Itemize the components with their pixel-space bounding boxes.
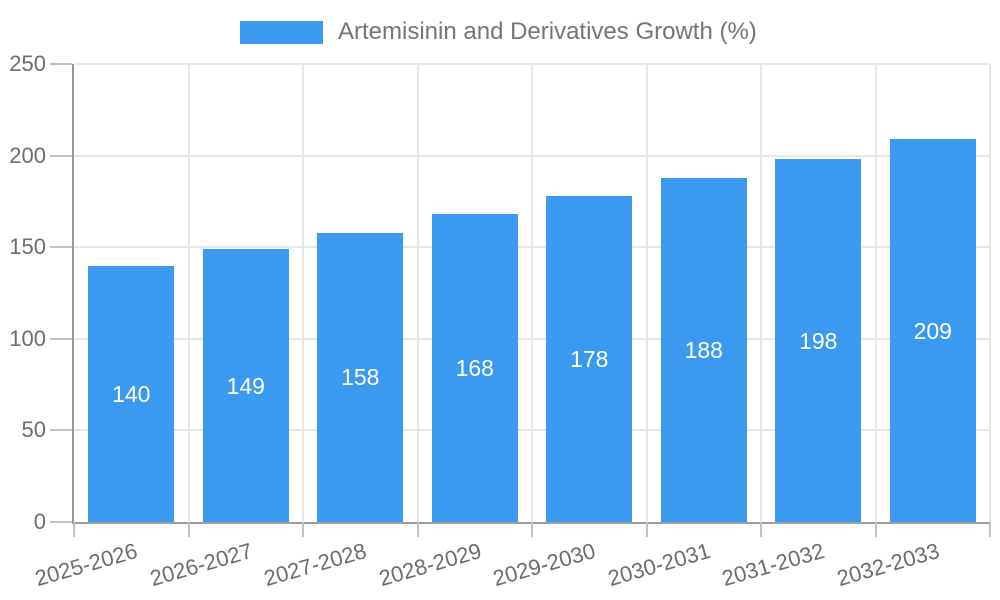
x-gridline bbox=[416, 64, 419, 522]
x-axis-tick-label: 2025-2026 bbox=[32, 538, 141, 592]
y-tick-mark bbox=[50, 337, 72, 340]
x-gridline bbox=[187, 64, 190, 522]
bar[interactable]: 178 bbox=[546, 195, 633, 522]
y-tick-mark bbox=[50, 521, 72, 523]
bar-value-label: 188 bbox=[684, 336, 723, 363]
legend-swatch bbox=[240, 20, 323, 44]
x-axis-tick-label: 2029-2030 bbox=[490, 538, 599, 592]
bar[interactable]: 198 bbox=[775, 159, 862, 522]
x-gridline bbox=[645, 64, 648, 522]
y-axis-tick-label: 200 bbox=[9, 142, 46, 168]
bar-value-label: 168 bbox=[455, 355, 494, 382]
x-tick-mark bbox=[416, 522, 419, 537]
x-gridline bbox=[531, 64, 533, 522]
x-gridline bbox=[760, 64, 762, 522]
x-tick-mark bbox=[73, 522, 75, 537]
bar[interactable]: 168 bbox=[431, 214, 518, 522]
legend[interactable]: Artemisinin and Derivatives Growth (%) bbox=[240, 18, 757, 46]
x-tick-mark bbox=[187, 522, 190, 537]
x-axis-tick-label: 2032-2033 bbox=[833, 538, 942, 592]
bar[interactable]: 140 bbox=[88, 265, 175, 522]
x-axis-tick-label: 2030-2031 bbox=[604, 538, 713, 592]
y-tick-mark bbox=[50, 154, 72, 157]
bar[interactable]: 149 bbox=[202, 249, 289, 522]
bar-value-label: 209 bbox=[913, 317, 952, 344]
bar-value-label: 198 bbox=[799, 327, 838, 354]
bar-value-label: 140 bbox=[112, 380, 151, 407]
x-gridline bbox=[302, 64, 304, 522]
y-axis-tick-label: 150 bbox=[9, 234, 46, 260]
bar[interactable]: 158 bbox=[317, 232, 404, 522]
bar[interactable]: 188 bbox=[660, 177, 747, 522]
x-tick-mark bbox=[760, 522, 762, 537]
x-gridline bbox=[874, 64, 877, 522]
x-tick-mark bbox=[874, 522, 877, 537]
x-tick-mark bbox=[531, 522, 533, 537]
bar-value-label: 149 bbox=[226, 372, 265, 399]
x-axis-tick-label: 2031-2032 bbox=[719, 538, 828, 592]
y-axis-tick-label: 50 bbox=[21, 417, 46, 443]
y-tick-mark bbox=[50, 429, 72, 432]
legend-label: Artemisinin and Derivatives Growth (%) bbox=[338, 18, 757, 45]
y-axis-tick-label: 0 bbox=[33, 509, 46, 534]
x-tick-mark bbox=[645, 522, 648, 537]
y-tick-mark bbox=[50, 63, 72, 65]
y-axis-tick-label: 250 bbox=[9, 51, 46, 76]
bar-value-label: 158 bbox=[341, 364, 380, 391]
x-tick-mark bbox=[302, 522, 304, 537]
bar-value-label: 178 bbox=[570, 345, 609, 372]
x-axis-tick-label: 2028-2029 bbox=[375, 538, 484, 592]
y-tick-mark bbox=[50, 246, 72, 249]
x-tick-mark bbox=[989, 522, 991, 537]
y-axis-tick-label: 100 bbox=[9, 325, 46, 351]
x-gridline bbox=[989, 64, 991, 522]
x-axis-tick-label: 2027-2028 bbox=[261, 538, 370, 592]
plot-area: 0 50 100 150 200 250 140 2025-2026 149 2026-2027 1… bbox=[9, 51, 991, 591]
x-axis-tick-label: 2026-2027 bbox=[146, 538, 255, 592]
bar[interactable]: 209 bbox=[889, 139, 976, 522]
